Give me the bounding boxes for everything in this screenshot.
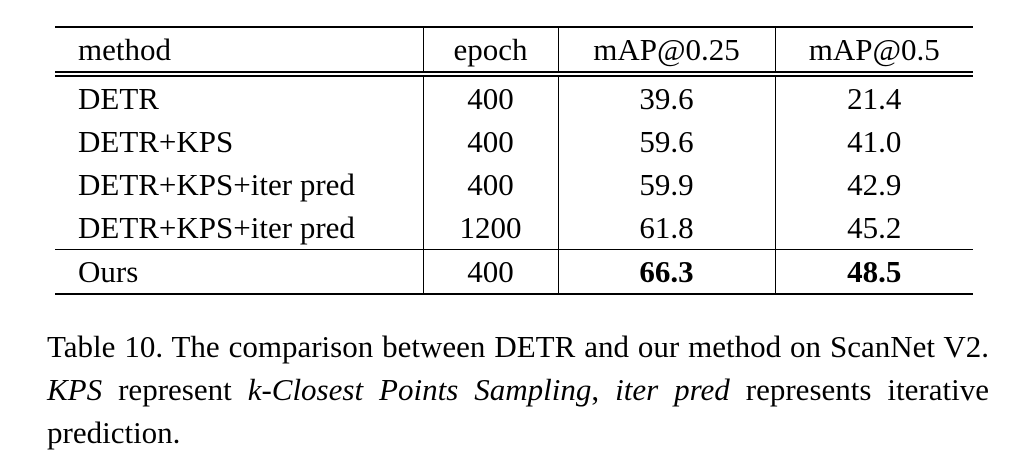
caption-term-kps: KPS [47,372,103,407]
cell-method: DETR+KPS [55,120,424,163]
table-header: method epoch mAP@0.25 mAP@0.5 [55,27,973,77]
table-row-ours: Ours 400 66.3 48.5 [55,249,973,295]
header-row: method epoch mAP@0.25 mAP@0.5 [55,27,973,77]
cell-map25-best: 66.3 [558,249,776,295]
cell-map25: 59.6 [558,120,776,163]
cell-method: Ours [55,249,424,295]
cell-epoch: 400 [423,249,559,295]
cell-map50: 41.0 [847,124,902,159]
cell-epoch: 400 [423,163,559,206]
cell-map50: 21.4 [847,81,902,116]
cell-method: DETR+KPS+iter pred [55,206,424,250]
cell-map25: 61.8 [558,206,776,250]
cell-method: DETR [55,74,424,120]
table-row: DETR+KPS+iter pred 400 59.9 42.9 [55,163,973,206]
cell-map25: 39.6 [558,74,776,120]
table-row: DETR+KPS 400 59.6 41.0 [55,120,973,163]
header-method: method [55,27,424,77]
cell-epoch: 1200 [423,206,559,250]
caption-text-part4: represents iterative prediction. [47,372,989,450]
cell-map50: 42.9 [847,167,902,202]
header-map25: mAP@0.25 [558,27,776,77]
cell-map25: 59.9 [558,163,776,206]
cell-epoch: 400 [423,120,559,163]
header-map50: mAP@0.5 [775,27,973,77]
caption-text-part3: , [591,372,616,407]
comparison-table-container: method epoch mAP@0.25 mAP@0.5 DETR 400 3… [55,26,973,295]
cell-map50-best: 48.5 [775,249,973,295]
cell-epoch: 400 [423,74,559,120]
caption-text-part2: represent [102,372,248,407]
comparison-table: method epoch mAP@0.25 mAP@0.5 DETR 400 3… [55,26,973,295]
cell-method: DETR+KPS+iter pred [55,163,424,206]
caption-term-kps-full: k-Closest Points Sampling [247,372,592,407]
cell-map50: 45.2 [847,210,902,245]
caption-term-iter-pred: iter pred [615,372,730,407]
header-epoch: epoch [423,27,559,77]
table-row: DETR 400 39.6 21.4 [55,74,973,120]
table-caption: Table 10. The comparison between DETR an… [47,325,989,454]
table-row: DETR+KPS+iter pred 1200 61.8 45.2 [55,206,973,250]
table-body: DETR 400 39.6 21.4 DETR+KPS 400 59.6 41.… [55,74,973,295]
caption-text-part1: Table 10. The comparison between DETR an… [47,329,989,364]
